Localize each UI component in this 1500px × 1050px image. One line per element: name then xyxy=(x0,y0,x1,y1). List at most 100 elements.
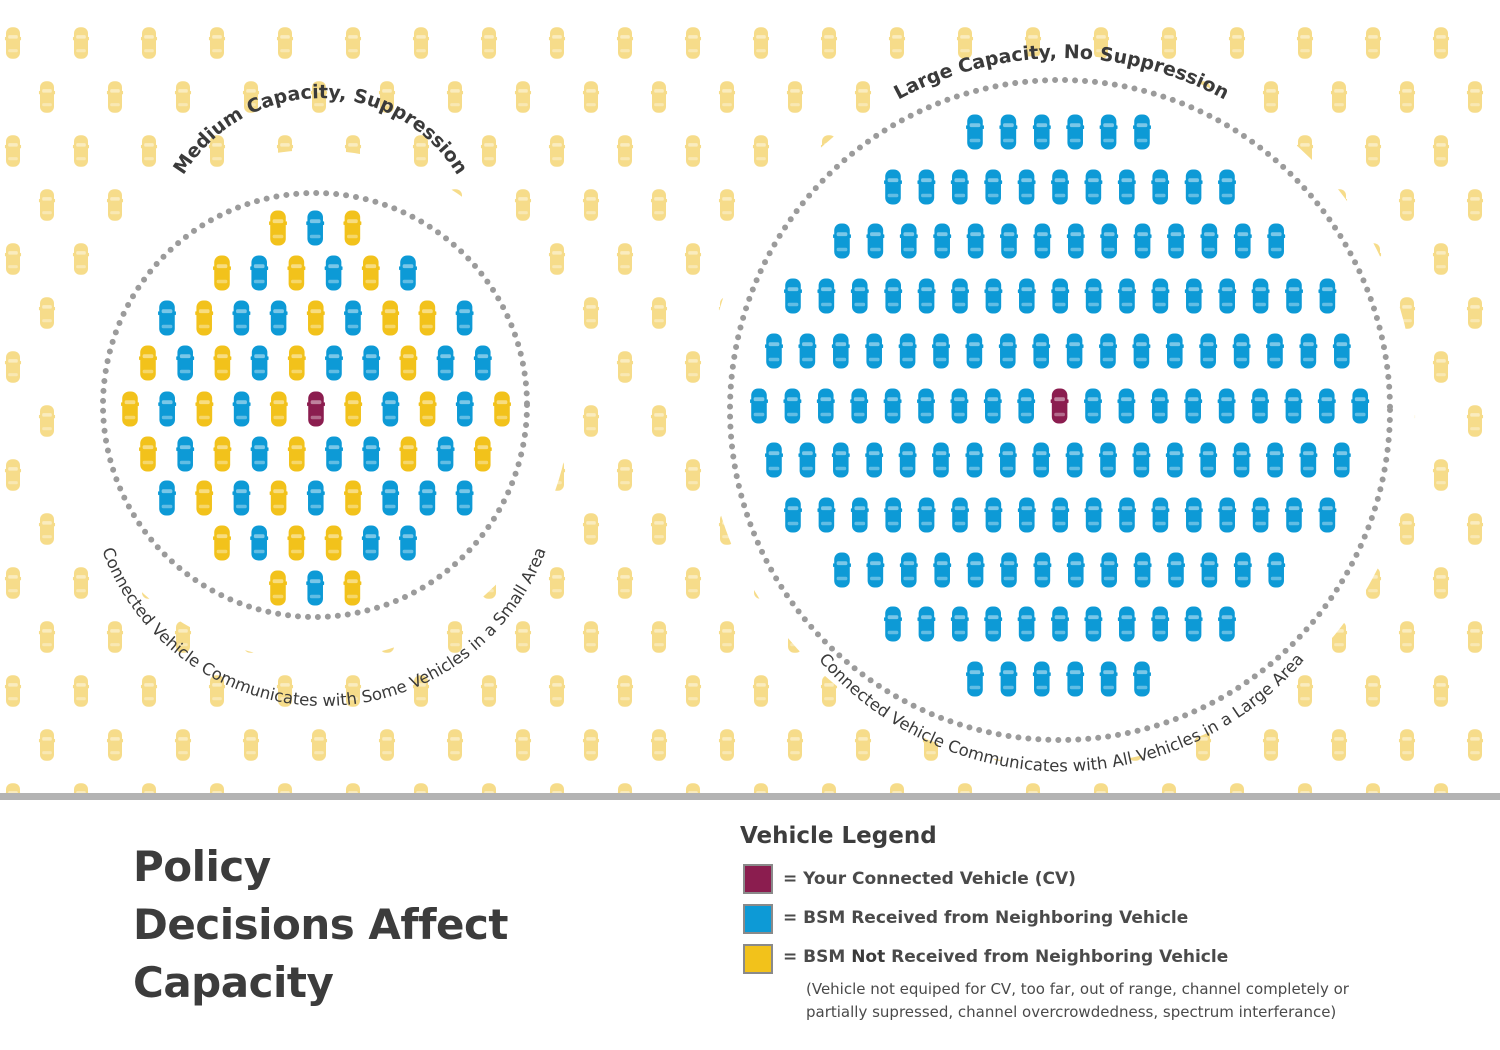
background-vehicle xyxy=(583,81,599,113)
vehicle-received xyxy=(865,443,883,478)
background-vehicle xyxy=(39,621,55,653)
background-vehicle xyxy=(753,675,769,707)
vehicle-received xyxy=(232,481,250,516)
background-vehicle xyxy=(685,675,701,707)
vehicle-received xyxy=(1118,279,1136,314)
background-vehicle xyxy=(481,27,497,59)
vehicle-received xyxy=(866,224,884,259)
vehicle-received xyxy=(1151,279,1169,314)
background-vehicle xyxy=(583,297,599,329)
vehicle-not-received xyxy=(344,392,362,427)
vehicle-received xyxy=(884,498,902,533)
vehicle-received xyxy=(884,170,902,205)
background-vehicle xyxy=(549,27,565,59)
vehicle-received xyxy=(1185,498,1203,533)
background-vehicle xyxy=(1433,675,1449,707)
vehicle-received xyxy=(1151,607,1169,642)
vehicle-received xyxy=(1099,443,1117,478)
vehicle-not-received xyxy=(270,481,288,516)
background-vehicle xyxy=(685,243,701,275)
vehicle-received xyxy=(1233,334,1251,369)
vehicle-received xyxy=(918,498,936,533)
vehicle-received xyxy=(1199,334,1217,369)
vehicle-not-received xyxy=(213,346,231,381)
vehicle-received xyxy=(1318,389,1336,424)
vehicle-received xyxy=(456,301,474,336)
vehicle-received xyxy=(1151,498,1169,533)
vehicle-received xyxy=(798,443,816,478)
vehicle-received xyxy=(1252,498,1270,533)
background-vehicle xyxy=(651,189,667,221)
vehicle-received xyxy=(1151,170,1169,205)
background-vehicle xyxy=(175,729,191,761)
vehicle-received xyxy=(817,279,835,314)
vehicle-received xyxy=(1251,389,1269,424)
vehicle-received xyxy=(250,256,268,291)
vehicle-received xyxy=(1318,498,1336,533)
background-vehicle xyxy=(1467,81,1483,113)
vehicle-received xyxy=(951,498,969,533)
background-vehicle xyxy=(345,27,361,59)
vehicle-received xyxy=(866,553,884,588)
vehicle-received xyxy=(932,334,950,369)
background-vehicle xyxy=(39,405,55,437)
vehicle-received xyxy=(306,211,324,246)
vehicle-received xyxy=(233,392,251,427)
vehicle-received xyxy=(784,279,802,314)
vehicle-received xyxy=(307,481,325,516)
legend-note: (Vehicle not equiped for CV, too far, ou… xyxy=(806,978,1406,1024)
vehicle-received xyxy=(1185,607,1203,642)
background-vehicle xyxy=(821,27,837,59)
legend-swatch-received xyxy=(743,904,773,934)
vehicle-received xyxy=(1351,389,1369,424)
background-vehicle xyxy=(549,135,565,167)
capacity-diagram: Medium Capacity, Suppression Connected V… xyxy=(0,0,1500,800)
vehicle-received xyxy=(984,279,1002,314)
background-vehicle xyxy=(481,135,497,167)
background-vehicle xyxy=(1263,729,1279,761)
vehicle-received xyxy=(965,334,983,369)
background-vehicle xyxy=(209,27,225,59)
vehicle-received xyxy=(765,334,783,369)
background-vehicle xyxy=(107,621,123,653)
vehicle-received xyxy=(765,443,783,478)
background-vehicle xyxy=(583,405,599,437)
vehicle-not-received xyxy=(288,437,306,472)
vehicle-received xyxy=(1100,553,1118,588)
vehicle-not-received xyxy=(343,211,361,246)
vehicle-received xyxy=(984,498,1002,533)
vehicle-not-received xyxy=(343,571,361,606)
page-title-line: Capacity xyxy=(133,954,653,1012)
vehicle-received xyxy=(1299,334,1317,369)
background-vehicle xyxy=(73,135,89,167)
background-vehicle xyxy=(73,27,89,59)
vehicle-received xyxy=(250,526,268,561)
vehicle-received xyxy=(1218,498,1236,533)
connected-vehicle xyxy=(1051,389,1069,424)
background-vehicle xyxy=(651,729,667,761)
vehicle-not-received xyxy=(381,301,399,336)
background-vehicle xyxy=(1263,81,1279,113)
vehicle-received xyxy=(1333,443,1351,478)
vehicle-received xyxy=(1066,662,1084,697)
vehicle-received xyxy=(325,437,343,472)
vehicle-received xyxy=(1051,170,1069,205)
vehicle-received xyxy=(918,279,936,314)
background-vehicle xyxy=(583,513,599,545)
vehicle-received xyxy=(1051,498,1069,533)
vehicle-not-received xyxy=(287,526,305,561)
legend-title: Vehicle Legend xyxy=(740,823,937,849)
background-vehicle xyxy=(5,27,21,59)
vehicle-received xyxy=(1099,334,1117,369)
vehicle-received xyxy=(1185,170,1203,205)
background-vehicle xyxy=(107,81,123,113)
background-vehicle xyxy=(141,675,157,707)
vehicle-received xyxy=(1066,443,1084,478)
background-vehicle xyxy=(549,675,565,707)
vehicle-received xyxy=(1200,224,1218,259)
background-vehicle xyxy=(73,243,89,275)
background-vehicle xyxy=(685,567,701,599)
vehicle-received xyxy=(933,224,951,259)
background-vehicle xyxy=(685,351,701,383)
background-vehicle xyxy=(1399,189,1415,221)
